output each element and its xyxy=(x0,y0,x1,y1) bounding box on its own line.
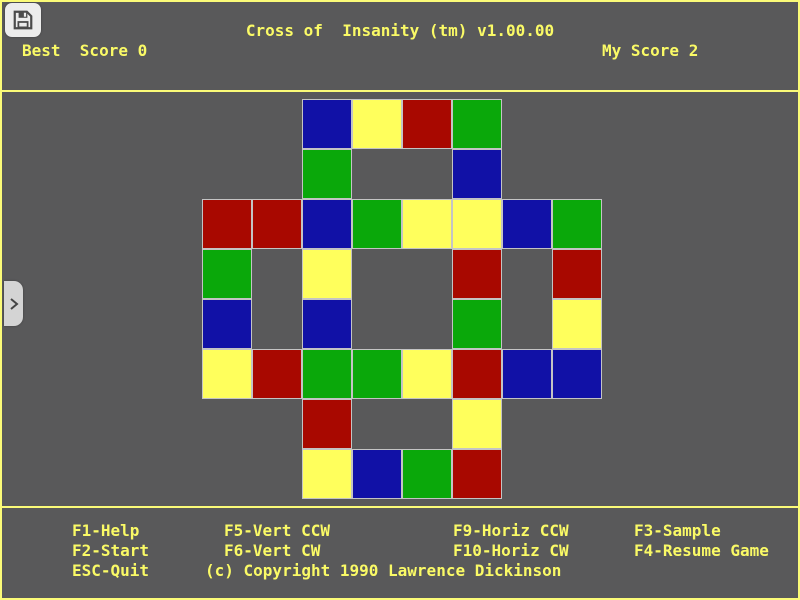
board-cell-empty xyxy=(552,399,602,449)
board-tile-green xyxy=(402,449,452,499)
board-tile-green xyxy=(552,199,602,249)
board-tile-green xyxy=(352,349,402,399)
board-cell-empty xyxy=(402,149,452,199)
board-cell-empty xyxy=(252,449,302,499)
game-title: Cross of Insanity (tm) v1.00.00 xyxy=(245,21,555,40)
copyright-text: (c) Copyright 1990 Lawrence Dickinson xyxy=(205,561,562,580)
board-cell-empty xyxy=(502,449,552,499)
board-tile-yellow xyxy=(202,349,252,399)
board-cell-empty xyxy=(502,99,552,149)
board-tile-green xyxy=(452,99,502,149)
board-tile-blue xyxy=(502,199,552,249)
board-cell-empty xyxy=(352,149,402,199)
board-tile-yellow xyxy=(402,199,452,249)
puzzle-board xyxy=(202,99,602,499)
floppy-disk-icon xyxy=(12,9,34,31)
board-cell-empty xyxy=(252,299,302,349)
header-separator-line xyxy=(2,90,798,92)
help-f5: F5-Vert CCW xyxy=(224,521,330,540)
board-cell-empty xyxy=(252,149,302,199)
board-tile-blue xyxy=(302,199,352,249)
board-cell-empty xyxy=(252,99,302,149)
board-tile-red xyxy=(252,349,302,399)
board-cell-empty xyxy=(352,399,402,449)
board-tile-red xyxy=(402,99,452,149)
board-tile-yellow xyxy=(552,299,602,349)
board-tile-green xyxy=(352,199,402,249)
board-cell-empty xyxy=(202,449,252,499)
board-cell-empty xyxy=(552,149,602,199)
chevron-right-icon xyxy=(9,297,19,311)
board-cell-empty xyxy=(502,149,552,199)
board-tile-yellow xyxy=(452,399,502,449)
board-tile-yellow xyxy=(402,349,452,399)
board-cell-empty xyxy=(502,299,552,349)
board-tile-blue xyxy=(302,299,352,349)
board-cell-empty xyxy=(352,299,402,349)
board-tile-blue xyxy=(452,149,502,199)
board-tile-red xyxy=(452,249,502,299)
board-cell-empty xyxy=(552,449,602,499)
board-tile-red xyxy=(202,199,252,249)
board-tile-green xyxy=(452,299,502,349)
footer-separator-line xyxy=(2,506,798,508)
board-cell-empty xyxy=(552,99,602,149)
board-tile-red xyxy=(302,399,352,449)
board-cell-empty xyxy=(202,149,252,199)
board-cell-empty xyxy=(252,399,302,449)
board-cell-empty xyxy=(402,399,452,449)
board-tile-yellow xyxy=(302,249,352,299)
board-tile-red xyxy=(452,349,502,399)
my-score: My Score 2 xyxy=(602,41,699,60)
board-tile-yellow xyxy=(302,449,352,499)
board-cell-empty xyxy=(402,299,452,349)
board-tile-green xyxy=(302,149,352,199)
board-tile-blue xyxy=(302,99,352,149)
board-tile-red xyxy=(252,199,302,249)
help-f1: F1-Help xyxy=(72,521,140,540)
help-f4: F4-Resume Game xyxy=(634,541,769,560)
side-panel-expand-tab[interactable] xyxy=(4,281,23,326)
best-score: Best Score 0 xyxy=(22,41,148,60)
board-tile-blue xyxy=(202,299,252,349)
board-tile-green xyxy=(202,249,252,299)
board-cell-empty xyxy=(202,399,252,449)
board-cell-empty xyxy=(502,249,552,299)
board-tile-blue xyxy=(502,349,552,399)
board-cell-empty xyxy=(402,249,452,299)
board-tile-green xyxy=(302,349,352,399)
help-f10: F10-Horiz CW xyxy=(453,541,569,560)
board-tile-red xyxy=(552,249,602,299)
board-tile-yellow xyxy=(352,99,402,149)
board-cell-empty xyxy=(502,399,552,449)
board-cell-empty xyxy=(252,249,302,299)
help-f6: F6-Vert CW xyxy=(224,541,321,560)
board-tile-yellow xyxy=(452,199,502,249)
help-esc: ESC-Quit xyxy=(72,561,150,580)
board-tile-blue xyxy=(352,449,402,499)
save-button[interactable] xyxy=(5,3,41,37)
board-cell-empty xyxy=(352,249,402,299)
board-tile-blue xyxy=(552,349,602,399)
help-f2: F2-Start xyxy=(72,541,150,560)
board-cell-empty xyxy=(202,99,252,149)
help-f9: F9-Horiz CCW xyxy=(453,521,569,540)
help-f3: F3-Sample xyxy=(634,521,721,540)
board-tile-red xyxy=(452,449,502,499)
